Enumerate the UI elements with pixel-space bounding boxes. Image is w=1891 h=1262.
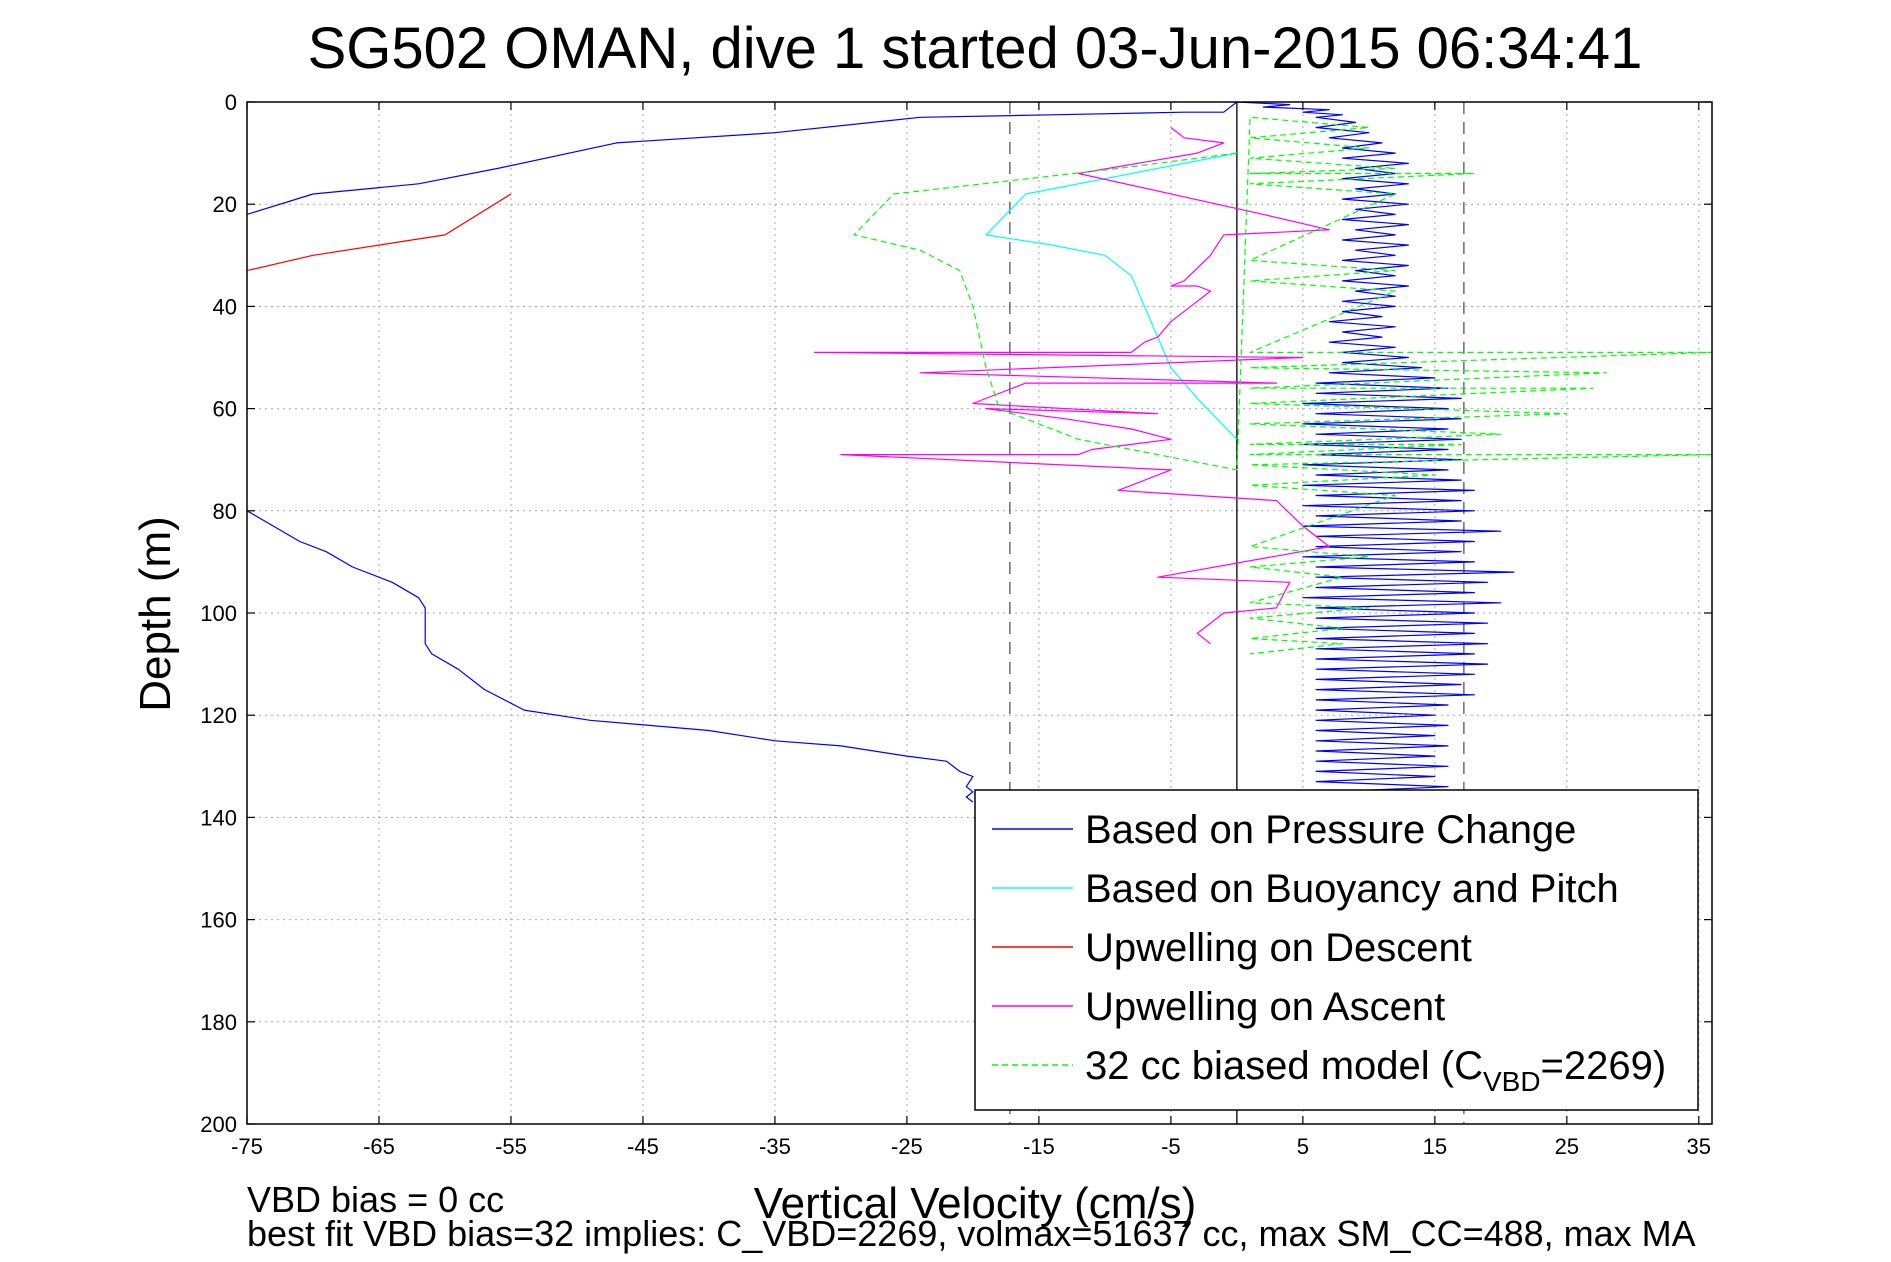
y-tick-label: 180 [200, 1010, 237, 1035]
legend-label: Upwelling on Ascent [1085, 985, 1445, 1029]
x-tick-label: 35 [1687, 1134, 1711, 1159]
x-tick-labels: -75 -65 -55 -45 -35 -25 -15 -5 5 15 25 35 [231, 1134, 1711, 1159]
x-tick-label: 5 [1297, 1134, 1309, 1159]
x-tick-label: 15 [1423, 1134, 1447, 1159]
legend-label-subscript: VBD [1483, 1066, 1541, 1097]
legend-label-text: Upwelling on Descent [1085, 926, 1472, 970]
x-tick-label: -45 [627, 1134, 659, 1159]
x-axis-label: Vertical Velocity (cm/s) [754, 1179, 1197, 1228]
y-axis-label: Depth (m) [131, 516, 180, 712]
legend-label-text: Based on Buoyancy and Pitch [1085, 867, 1619, 911]
x-tick-label: -5 [1161, 1134, 1181, 1159]
y-tick-label: 100 [200, 601, 237, 626]
x-tick-label: 25 [1555, 1134, 1579, 1159]
series-line [246, 510, 974, 803]
legend-label: Upwelling on Descent [1085, 926, 1472, 970]
legend-label-text: Based on Pressure Change [1085, 808, 1576, 852]
axes-frame [246, 101, 1713, 1125]
legend-label: 32 cc biased model (CVBD=2269) [1085, 1044, 1666, 1097]
x-tick-label: -35 [759, 1134, 791, 1159]
legend-label: Based on Pressure Change [1085, 808, 1576, 852]
series-line [853, 116, 1713, 655]
x-tick-label: -75 [231, 1134, 263, 1159]
y-tick-label: 40 [213, 294, 237, 319]
y-tick-labels: 0 20 40 60 80 100 120 140 160 180 200 [200, 90, 237, 1137]
legend: Based on Pressure Change Based on Buoyanc… [974, 789, 1699, 1111]
y-tick-label: 60 [213, 397, 237, 422]
legend-box [974, 789, 1699, 1111]
y-tick-label: 0 [225, 90, 237, 115]
y-tick-label: 120 [200, 703, 237, 728]
series-group [246, 101, 1713, 803]
legend-label: Based on Buoyancy and Pitch [1085, 867, 1619, 911]
series-line [813, 127, 1330, 645]
x-tick-label: -15 [1023, 1134, 1055, 1159]
legend-label-text: Upwelling on Ascent [1085, 985, 1445, 1029]
y-tick-label: 20 [213, 192, 237, 217]
series-line [985, 152, 1238, 440]
y-tick-label: 140 [200, 805, 237, 830]
legend-label-tail: =2269) [1541, 1044, 1667, 1088]
x-tick-label: -65 [363, 1134, 395, 1159]
x-tick-label: -25 [891, 1134, 923, 1159]
y-tick-label: 80 [213, 499, 237, 524]
y-tick-label: 200 [200, 1112, 237, 1137]
x-tick-label: -55 [495, 1134, 527, 1159]
annotation-vbd-bias: VBD bias = 0 cc [247, 1179, 504, 1220]
legend-label-text: 32 cc biased model (C [1085, 1044, 1483, 1088]
series-line [246, 193, 512, 272]
y-tick-label: 160 [200, 908, 237, 933]
series-line [246, 101, 1515, 793]
chart-title: SG502 OMAN, dive 1 started 03-Jun-2015 0… [308, 16, 1643, 81]
annotation-best-fit: best fit VBD bias=32 implies: C_VBD=2269… [247, 1213, 1696, 1254]
